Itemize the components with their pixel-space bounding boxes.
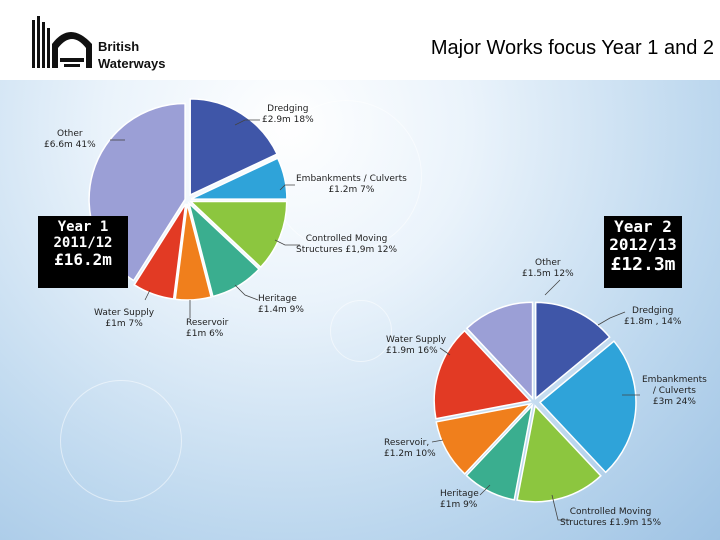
label-name: Controlled Moving [569, 507, 652, 517]
year2-total-box: Year 2 2012/13 £12.3m [604, 216, 682, 288]
label-detail: £3m 24% [652, 397, 696, 407]
label-detail: / Culverts [652, 386, 696, 396]
year1-label-other: Other £6.6m 41% [44, 129, 96, 151]
label-detail: £1.4m 9% [258, 305, 304, 315]
leader-line [234, 284, 259, 301]
year1-total-box: Year 1 2011/12 £16.2m [38, 216, 128, 288]
pie-chart-year2 [433, 301, 637, 503]
label-name: Other [57, 129, 83, 139]
label-detail: £6.6m 41% [44, 140, 96, 150]
header: British Waterways Major Works focus Year… [0, 0, 720, 80]
year2-slice-dredging [534, 301, 611, 400]
label-detail: £1.8m , 14% [624, 317, 682, 327]
label-name: Embankments / Culverts [296, 174, 407, 184]
british-waterways-logo [32, 16, 92, 68]
year1-label-reservoir: Reservoir £1m 6% [186, 318, 228, 340]
logo-text: British Waterways [98, 38, 165, 72]
leader-line [479, 484, 491, 496]
year2-label-reservoir: Reservoir, £1.2m 10% [384, 438, 436, 460]
label-name: Embankments [642, 375, 707, 385]
logo-line1: British [98, 39, 140, 54]
year2-slice-heritage [465, 403, 534, 501]
label-detail: £1.2m 10% [384, 449, 436, 459]
year1-label-dredging: Dredging £2.9m 18% [262, 104, 314, 126]
label-name: Reservoir, [384, 438, 430, 448]
year2-slice-water-supply [433, 329, 532, 420]
label-detail: £1.9m 16% [386, 346, 438, 356]
label-name: Dredging [632, 306, 674, 316]
year2-label-water: Water Supply £1.9m 16% [386, 335, 446, 357]
year1-label-embankments: Embankments / Culverts £1.2m 7% [296, 174, 407, 196]
year1-box-line3: £16.2m [54, 250, 112, 270]
year1-label-heritage: Heritage £1.4m 9% [258, 294, 304, 316]
leader-line [234, 119, 260, 126]
year1-slice-embankments-culverts [190, 157, 288, 200]
year2-box-line1: Year 2 [614, 217, 672, 236]
leader-line [431, 439, 444, 443]
decorative-bubble [330, 300, 392, 362]
label-name: Controlled Moving [305, 234, 388, 244]
pie-chart-year1 [88, 98, 288, 301]
label-name: Water Supply [94, 308, 155, 318]
year2-slice-other [465, 301, 534, 401]
year2-box-line2: 2012/13 [609, 235, 677, 255]
leader-line [144, 289, 151, 301]
logo-line2: Waterways [98, 56, 166, 71]
year2-slice-reservoir [435, 402, 533, 475]
year1-label-controlled: Controlled Moving Structures £1,9m 12% [296, 234, 397, 256]
label-detail: £1.2m 7% [328, 185, 375, 195]
year2-label-embankments: Embankments / Culverts £3m 24% [642, 375, 707, 408]
leader-line [274, 239, 300, 246]
page-title: Major Works focus Year 1 and 2 [430, 37, 714, 59]
label-name: Heritage [440, 489, 479, 499]
year1-slice-water-supply [133, 203, 187, 300]
label-detail: Structures £1.9m 15% [560, 518, 662, 528]
label-name: Water Supply [386, 335, 447, 345]
year1-slice-heritage [187, 201, 261, 298]
year1-label-water: Water Supply £1m 7% [94, 308, 154, 330]
label-name: Reservoir [186, 318, 229, 328]
year1-slice-reservoir [174, 203, 213, 301]
year2-box-line3: £12.3m [610, 253, 676, 275]
label-name: Dredging [267, 104, 309, 114]
leader-lines [110, 119, 640, 521]
label-detail: £1m 7% [105, 319, 143, 329]
decorative-bubble [60, 380, 182, 502]
year2-label-other: Other £1.5m 12% [522, 258, 574, 280]
label-detail: Structures £1,9m 12% [296, 245, 398, 255]
year2-label-heritage: Heritage £1m 9% [440, 489, 479, 511]
year1-slice-controlled-moving-structures [188, 200, 288, 269]
label-name: Other [535, 258, 561, 268]
leader-line [597, 311, 626, 326]
label-detail: £1m 6% [186, 329, 224, 339]
label-detail: £1m 9% [440, 500, 478, 510]
year1-slice-dredging [189, 98, 279, 197]
year2-label-controlled: Controlled Moving Structures £1.9m 15% [560, 507, 661, 529]
year1-box-line2: 2011/12 [53, 235, 113, 252]
year2-slice-controlled-moving-structures [516, 404, 602, 503]
year2-slice-embankments-culverts [538, 340, 637, 474]
leader-line [551, 494, 570, 521]
leader-line [544, 279, 561, 296]
leader-line [279, 184, 295, 191]
label-detail: £2.9m 18% [262, 115, 314, 125]
label-name: Heritage [258, 294, 297, 304]
leader-line [439, 347, 451, 356]
year2-label-dredging: Dredging £1.8m , 14% [624, 306, 681, 328]
year1-box-line1: Year 1 [57, 219, 109, 235]
label-detail: £1.5m 12% [522, 269, 574, 279]
